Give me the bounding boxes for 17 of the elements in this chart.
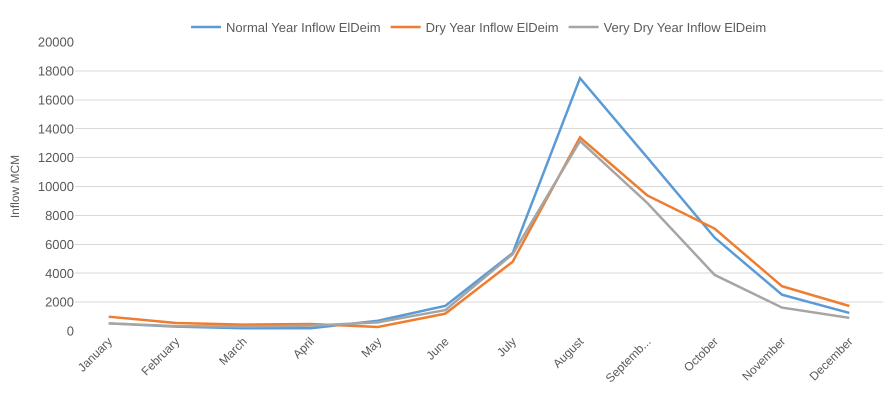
y-tick-label: 14000	[38, 121, 74, 136]
y-tick-label: 18000	[38, 63, 74, 78]
y-tick-label: 6000	[45, 236, 74, 252]
y-tick-label: 20000	[38, 34, 74, 50]
x-tick-label: July	[494, 334, 520, 360]
legend-label: Dry Year Inflow ElDeim	[426, 20, 559, 36]
legend-label: Normal Year Inflow ElDeim	[226, 20, 381, 36]
y-tick-label: 8000	[45, 208, 74, 223]
y-tick-label: 2000	[45, 294, 74, 310]
y-tick-label: 4000	[45, 266, 74, 281]
y-tick-label: 10000	[38, 179, 74, 194]
x-tick-label: May	[358, 334, 384, 360]
y-tick-label: 0	[66, 324, 74, 339]
y-tick-label: 16000	[38, 92, 74, 108]
legend-label: Very Dry Year Inflow ElDeim	[604, 20, 766, 36]
y-tick-label: 12000	[38, 150, 74, 166]
y-axis-title: Inflow MCM	[8, 154, 22, 218]
